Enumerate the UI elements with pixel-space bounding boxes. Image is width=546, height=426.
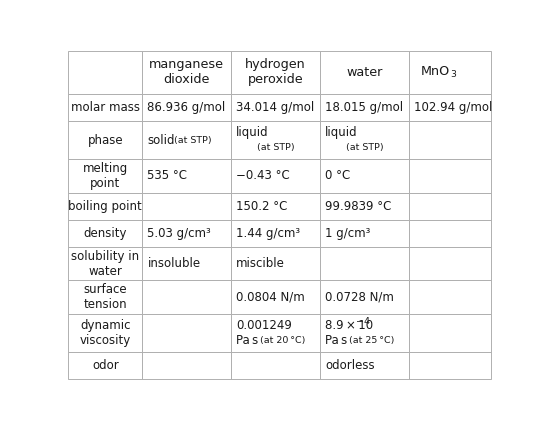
Text: 86.936 g/mol: 86.936 g/mol	[147, 101, 225, 114]
Text: 18.015 g/mol: 18.015 g/mol	[325, 101, 403, 114]
Bar	[143, 94, 231, 121]
Bar	[320, 220, 409, 248]
Bar	[320, 193, 409, 220]
Text: 5.03 g/cm³: 5.03 g/cm³	[147, 227, 211, 240]
Text: liquid: liquid	[325, 126, 358, 139]
Bar	[68, 352, 143, 379]
Text: solid: solid	[147, 134, 175, 147]
Text: water: water	[346, 66, 383, 79]
Text: (at 20 °C): (at 20 °C)	[254, 336, 305, 345]
Bar	[68, 51, 143, 94]
Text: phase: phase	[87, 134, 123, 147]
Text: melting
point: melting point	[82, 162, 128, 190]
Text: 1.44 g/cm³: 1.44 g/cm³	[236, 227, 300, 240]
Text: 3: 3	[450, 69, 456, 79]
Bar	[68, 94, 143, 121]
Text: hydrogen
peroxide: hydrogen peroxide	[245, 58, 306, 86]
Bar	[320, 121, 409, 159]
Bar	[409, 51, 491, 94]
Bar	[409, 94, 491, 121]
Text: 0.0804 N/m: 0.0804 N/m	[236, 291, 305, 304]
Bar	[409, 352, 491, 379]
Bar	[409, 121, 491, 159]
Text: solubility in
water: solubility in water	[71, 250, 139, 278]
Bar	[409, 314, 491, 352]
Bar	[143, 248, 231, 280]
Text: insoluble: insoluble	[147, 257, 200, 271]
Bar	[231, 193, 320, 220]
Bar	[320, 94, 409, 121]
Bar	[143, 193, 231, 220]
Bar	[68, 121, 143, 159]
Text: miscible: miscible	[236, 257, 285, 271]
Bar	[409, 193, 491, 220]
Bar	[68, 193, 143, 220]
Bar	[143, 314, 231, 352]
Text: surface
tension: surface tension	[84, 283, 127, 311]
Text: liquid: liquid	[236, 126, 269, 139]
Bar	[409, 248, 491, 280]
Text: 535 °C: 535 °C	[147, 170, 187, 182]
Bar	[409, 159, 491, 193]
Bar	[320, 159, 409, 193]
Text: 0.0728 N/m: 0.0728 N/m	[325, 291, 394, 304]
Text: odor: odor	[92, 359, 118, 372]
Text: odorless: odorless	[325, 359, 375, 372]
Text: 150.2 °C: 150.2 °C	[236, 200, 288, 213]
Text: −4: −4	[355, 317, 370, 326]
Text: Pa s: Pa s	[325, 334, 347, 347]
Text: 1 g/cm³: 1 g/cm³	[325, 227, 371, 240]
Bar	[231, 248, 320, 280]
Bar	[320, 51, 409, 94]
Bar	[68, 220, 143, 248]
Text: boiling point: boiling point	[68, 200, 142, 213]
Text: (at STP): (at STP)	[346, 144, 383, 153]
Text: MnO: MnO	[421, 65, 450, 78]
Bar	[409, 220, 491, 248]
Bar	[320, 352, 409, 379]
Text: 8.9 × 10: 8.9 × 10	[325, 319, 373, 331]
Bar	[320, 314, 409, 352]
Bar	[68, 280, 143, 314]
Text: 99.9839 °C: 99.9839 °C	[325, 200, 391, 213]
Bar	[231, 280, 320, 314]
Bar	[320, 280, 409, 314]
Text: (at 25 °C): (at 25 °C)	[343, 336, 394, 345]
Text: (at STP): (at STP)	[257, 144, 294, 153]
Bar	[231, 94, 320, 121]
Bar	[409, 280, 491, 314]
Text: dynamic
viscosity: dynamic viscosity	[80, 319, 131, 347]
Bar	[231, 159, 320, 193]
Text: 0 °C: 0 °C	[325, 170, 351, 182]
Bar	[231, 121, 320, 159]
Bar	[143, 352, 231, 379]
Bar	[231, 220, 320, 248]
Text: manganese
dioxide: manganese dioxide	[149, 58, 224, 86]
Text: −0.43 °C: −0.43 °C	[236, 170, 290, 182]
Text: molar mass: molar mass	[71, 101, 140, 114]
Text: Pa s: Pa s	[236, 334, 258, 347]
Text: density: density	[84, 227, 127, 240]
Bar	[143, 51, 231, 94]
Bar	[231, 314, 320, 352]
Text: 102.94 g/mol: 102.94 g/mol	[414, 101, 492, 114]
Bar	[231, 352, 320, 379]
Text: (at STP): (at STP)	[171, 136, 212, 145]
Bar	[231, 51, 320, 94]
Bar	[68, 248, 143, 280]
Bar	[320, 248, 409, 280]
Bar	[68, 314, 143, 352]
Bar	[68, 159, 143, 193]
Bar	[143, 280, 231, 314]
Bar	[143, 220, 231, 248]
Text: 0.001249: 0.001249	[236, 319, 292, 331]
Bar	[143, 159, 231, 193]
Text: 34.014 g/mol: 34.014 g/mol	[236, 101, 314, 114]
Bar	[143, 121, 231, 159]
